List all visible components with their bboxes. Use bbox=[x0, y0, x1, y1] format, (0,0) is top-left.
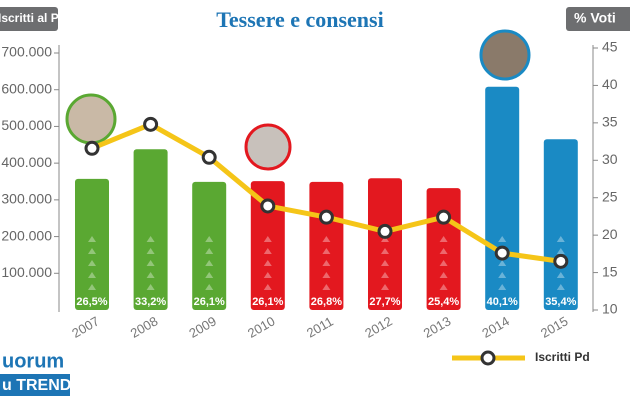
value-label: 40,1% bbox=[487, 296, 518, 308]
decor-triangle bbox=[205, 260, 214, 266]
legend-marker bbox=[480, 350, 496, 366]
bar bbox=[250, 181, 285, 310]
y2-tick-label: 15 bbox=[602, 263, 618, 279]
y2-tick-label: 45 bbox=[602, 39, 618, 55]
value-label: 26,8% bbox=[311, 296, 342, 308]
line-point bbox=[84, 140, 100, 156]
decor-triangle bbox=[146, 236, 155, 242]
line-point bbox=[143, 116, 159, 132]
y2-tick-label: 40 bbox=[602, 76, 618, 92]
y2-label-box bbox=[566, 7, 630, 31]
y2-tick-label: 20 bbox=[602, 226, 618, 242]
y2-tick-label: 35 bbox=[602, 114, 618, 130]
decor-triangle bbox=[205, 248, 214, 254]
y2-tick-label: 25 bbox=[602, 188, 618, 204]
decor-triangle bbox=[556, 272, 565, 278]
bar bbox=[133, 149, 168, 310]
decor-triangle bbox=[88, 272, 96, 278]
legend-label: Iscritti Pd bbox=[535, 350, 590, 364]
decor-triangle bbox=[381, 248, 389, 254]
value-label: 25,4% bbox=[428, 296, 459, 308]
portrait bbox=[479, 29, 531, 81]
decor-triangle bbox=[146, 284, 155, 290]
logo-box bbox=[0, 374, 70, 396]
decor-triangle bbox=[88, 260, 96, 266]
value-label: 26,1% bbox=[252, 296, 283, 308]
line-point bbox=[436, 209, 452, 225]
portrait bbox=[244, 123, 292, 171]
bar bbox=[543, 139, 578, 310]
decor-triangle bbox=[381, 260, 389, 266]
decor-triangle bbox=[263, 260, 272, 266]
logo-text: uorum bbox=[2, 350, 64, 372]
decor-triangle bbox=[263, 272, 272, 278]
decor-triangle bbox=[88, 248, 96, 254]
y-tick-label: 100.000 bbox=[1, 264, 52, 280]
decor-triangle bbox=[439, 284, 448, 290]
y2-tick-label: 30 bbox=[602, 151, 618, 167]
value-label: 26,5% bbox=[76, 296, 107, 308]
value-label: 26,1% bbox=[194, 296, 225, 308]
value-label: 33,2% bbox=[135, 296, 166, 308]
decor-triangle bbox=[556, 236, 565, 242]
chart-title: Tessere e consensi bbox=[216, 7, 383, 32]
decor-triangle bbox=[381, 284, 389, 290]
line-point bbox=[260, 198, 276, 214]
decor-triangle bbox=[263, 284, 272, 290]
y-tick-label: 700.000 bbox=[1, 44, 52, 60]
line-point bbox=[318, 209, 334, 225]
decor-triangle bbox=[556, 284, 565, 290]
decor-triangle bbox=[88, 284, 96, 290]
decor-triangle bbox=[205, 284, 214, 290]
decor-triangle bbox=[439, 260, 448, 266]
line-point bbox=[553, 253, 569, 269]
y2-axis-label: % Voti bbox=[574, 10, 616, 26]
decor-triangle bbox=[498, 272, 507, 278]
decor-triangle bbox=[322, 248, 331, 254]
y-tick-label: 300.000 bbox=[1, 191, 52, 207]
decor-triangle bbox=[88, 236, 96, 242]
decor-triangle bbox=[146, 272, 155, 278]
decor-triangle bbox=[439, 272, 448, 278]
line-point bbox=[377, 223, 393, 239]
bar bbox=[309, 181, 344, 310]
portrait bbox=[65, 93, 117, 145]
decor-triangle bbox=[146, 260, 155, 266]
decor-triangle bbox=[381, 272, 389, 278]
decor-triangle bbox=[205, 236, 214, 242]
decor-triangle bbox=[498, 236, 507, 242]
decor-triangle bbox=[498, 260, 507, 266]
decor-triangle bbox=[205, 272, 214, 278]
logo-text: u TREND bbox=[2, 377, 71, 394]
decor-triangle bbox=[146, 248, 155, 254]
line-point bbox=[201, 149, 217, 165]
value-label: 35,4% bbox=[545, 296, 576, 308]
bar bbox=[192, 181, 227, 310]
y-tick-label: 500.000 bbox=[1, 117, 52, 133]
y-tick-label: 400.000 bbox=[1, 154, 52, 170]
y-axis-label: Iscritti al Pd bbox=[0, 11, 66, 25]
y-tick-label: 600.000 bbox=[1, 80, 52, 96]
y2-tick-label: 10 bbox=[602, 301, 618, 317]
bar bbox=[75, 178, 109, 310]
y-label-box bbox=[0, 7, 58, 31]
decor-triangle bbox=[322, 272, 331, 278]
bar bbox=[368, 178, 402, 310]
decor-triangle bbox=[322, 236, 331, 242]
decor-triangle bbox=[322, 260, 331, 266]
decor-triangle bbox=[498, 284, 507, 290]
decor-triangle bbox=[439, 236, 448, 242]
decor-triangle bbox=[556, 248, 565, 254]
decor-triangle bbox=[381, 236, 389, 242]
decor-triangle bbox=[439, 248, 448, 254]
decor-triangle bbox=[263, 248, 272, 254]
line-point bbox=[494, 245, 510, 261]
value-label: 27,7% bbox=[369, 296, 400, 308]
decor-triangle bbox=[263, 236, 272, 242]
decor-triangle bbox=[322, 284, 331, 290]
y-tick-label: 200.000 bbox=[1, 227, 52, 243]
